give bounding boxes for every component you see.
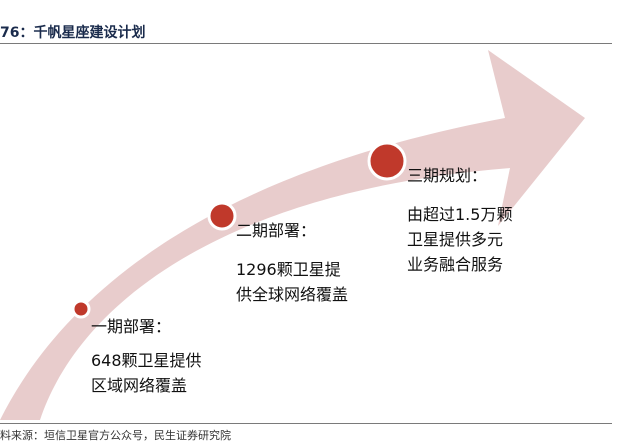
phase-1-marker-dot: [71, 299, 91, 319]
phase-2-title: 二期部署：: [236, 221, 317, 240]
source-note: 料来源：垣信卫星官方公众号，民生证券研究院: [0, 429, 231, 442]
phase-3-description: 由超过1.5万颗 卫星提供多元 业务融合服务: [407, 202, 512, 277]
curved-arrow: [0, 50, 585, 420]
phase-1-line-2: 区域网络覆盖: [91, 376, 188, 395]
phase-3-line-2: 卫星提供多元: [407, 230, 504, 249]
figure-title: 76：千帆星座建设计划: [0, 25, 146, 41]
phase-3-marker-dot: [367, 141, 407, 181]
top-divider: [0, 43, 612, 44]
phase-1-description: 648颗卫星提供 区域网络覆盖: [91, 348, 202, 398]
phase-2-line-1: 1296颗卫星提: [236, 260, 341, 279]
phase-1-label: 一期部署：: [91, 314, 171, 339]
phase-1-title: 一期部署：: [91, 317, 172, 336]
bottom-divider: [0, 423, 612, 424]
phase-3-label: 三期规划：: [407, 163, 487, 188]
phase-2-label: 二期部署：: [236, 218, 316, 243]
phase-2-line-2: 供全球网络覆盖: [236, 285, 349, 304]
phase-3-line-3: 业务融合服务: [407, 255, 504, 274]
phase-2-marker-dot: [207, 201, 237, 231]
phase-1-line-1: 648颗卫星提供: [91, 351, 202, 370]
phase-2-description: 1296颗卫星提 供全球网络覆盖: [236, 257, 348, 307]
phase-3-line-1: 由超过1.5万颗: [407, 205, 513, 224]
phase-3-title: 三期规划：: [407, 166, 488, 185]
